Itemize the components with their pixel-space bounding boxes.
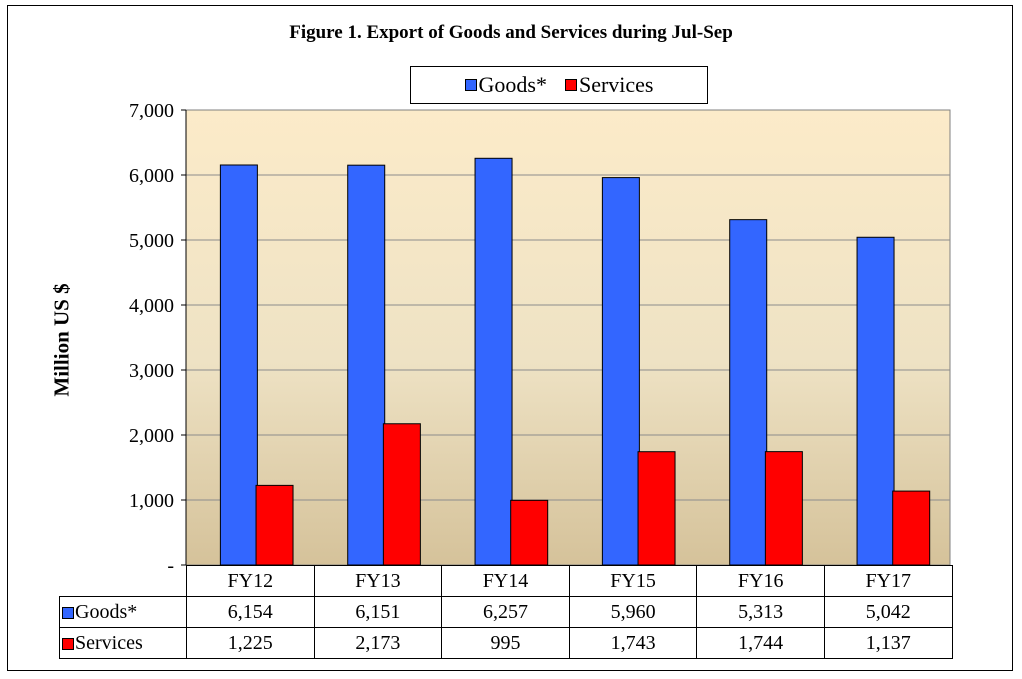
table-cell: 5,313 xyxy=(696,596,825,628)
table-cell: 5,042 xyxy=(823,596,953,628)
table-cell: 6,257 xyxy=(441,596,570,628)
legend-swatch-services xyxy=(564,79,577,91)
bar-services xyxy=(764,451,803,566)
table-row-label-text: Goods* xyxy=(75,600,138,623)
table-swatch-services xyxy=(62,637,74,650)
table-row-services: Services 1,225 2,173 995 1,743 1,744 1,1… xyxy=(59,627,953,659)
table-cell: 6,151 xyxy=(313,596,443,628)
legend-label-goods: Goods* xyxy=(478,72,547,97)
bar-goods xyxy=(219,164,258,566)
y-tick-label: 5,000 xyxy=(129,230,174,252)
bar-services xyxy=(255,484,294,566)
y-tick-label: 2,000 xyxy=(129,425,174,447)
legend-label-services: Services xyxy=(578,72,654,97)
legend-item-goods: Goods* xyxy=(464,72,547,98)
table-cell: 6,154 xyxy=(186,596,315,628)
table-cell: 1,744 xyxy=(696,627,825,659)
table-header-cell: FY16 xyxy=(696,565,825,597)
legend-swatch-goods xyxy=(464,79,477,91)
data-table: FY12 FY13 FY14 FY15 FY16 FY17 Goods* 6,1… xyxy=(59,565,953,659)
table-header-cell: FY17 xyxy=(823,565,953,597)
bar-goods xyxy=(347,164,386,566)
table-header-cell: FY12 xyxy=(186,565,315,597)
table-cell: 995 xyxy=(441,627,570,659)
table-row-label-goods: Goods* xyxy=(59,596,187,628)
bar-services xyxy=(510,499,549,566)
y-tick-label: 3,000 xyxy=(129,360,174,382)
table-corner xyxy=(59,565,187,597)
table-header-cell: FY15 xyxy=(568,565,698,597)
y-tick-label: 4,000 xyxy=(129,295,174,317)
bar-services xyxy=(892,490,931,566)
bar-goods xyxy=(474,157,513,566)
bar-services xyxy=(382,423,421,566)
table-row-label-services: Services xyxy=(59,627,187,659)
y-tick-label: 1,000 xyxy=(129,490,174,512)
bar-goods xyxy=(601,177,640,566)
table-header-row: FY12 FY13 FY14 FY15 FY16 FY17 xyxy=(59,565,953,597)
y-tick-label: 6,000 xyxy=(129,165,174,187)
bar-services xyxy=(637,451,676,566)
table-header-cell: FY13 xyxy=(313,565,443,597)
table-cell: 1,225 xyxy=(186,627,315,659)
chart-title: Figure 1. Export of Goods and Services d… xyxy=(289,22,733,43)
table-cell: 1,743 xyxy=(568,627,698,659)
table-header-cell: FY14 xyxy=(441,565,570,597)
legend-item-services: Services xyxy=(564,72,654,98)
bar-goods xyxy=(729,219,768,566)
table-cell: 1,137 xyxy=(823,627,953,659)
legend: Goods* Services xyxy=(410,66,708,104)
table-cell: 5,960 xyxy=(568,596,698,628)
plot-area xyxy=(185,109,951,566)
y-tick-label: 7,000 xyxy=(129,100,174,122)
table-row-goods: Goods* 6,154 6,151 6,257 5,960 5,313 5,0… xyxy=(59,596,953,628)
table-row-label-text: Services xyxy=(75,631,143,654)
table-cell: 2,173 xyxy=(313,627,443,659)
bar-goods xyxy=(856,236,895,566)
table-swatch-goods xyxy=(62,606,74,619)
